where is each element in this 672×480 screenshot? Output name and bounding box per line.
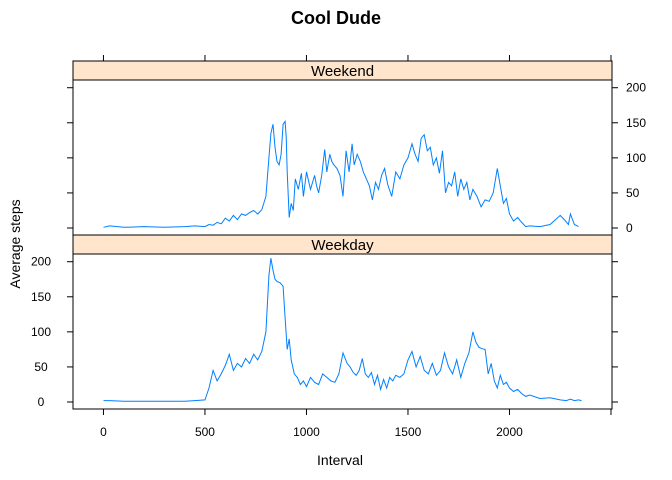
y-tick-label-weekend: 50 [626,186,640,200]
y-tick-label-weekday: 50 [34,360,48,374]
x-tick-label: 0 [100,425,107,439]
panel-border-weekday [72,253,613,410]
chart-title: Cool Dude [291,8,381,28]
x-tick-label: 500 [195,425,215,439]
y-tick-label-weekend: 100 [626,151,646,165]
y-tick-label-weekend: 200 [626,81,646,95]
y-tick-label-weekday: 150 [31,290,51,304]
y-tick-label-weekend: 150 [626,116,646,130]
y-tick-label-weekday: 100 [31,325,51,339]
strip-label-weekend: Weekend [311,63,374,80]
y-axis-label: Average steps [7,199,23,288]
x-tick-label: 1500 [395,425,422,439]
y-tick-label-weekday: 0 [38,395,45,409]
x-tick-label: 2000 [496,425,523,439]
series-line-weekday [103,258,582,402]
strip-label-weekday: Weekday [311,237,374,254]
panel-border-weekend [72,79,613,236]
series-line-weekend [103,119,579,228]
y-tick-label-weekend: 0 [626,221,633,235]
y-tick-label-weekday: 200 [31,255,51,269]
x-axis-label: Interval [317,452,363,468]
x-tick-label: 1000 [293,425,320,439]
